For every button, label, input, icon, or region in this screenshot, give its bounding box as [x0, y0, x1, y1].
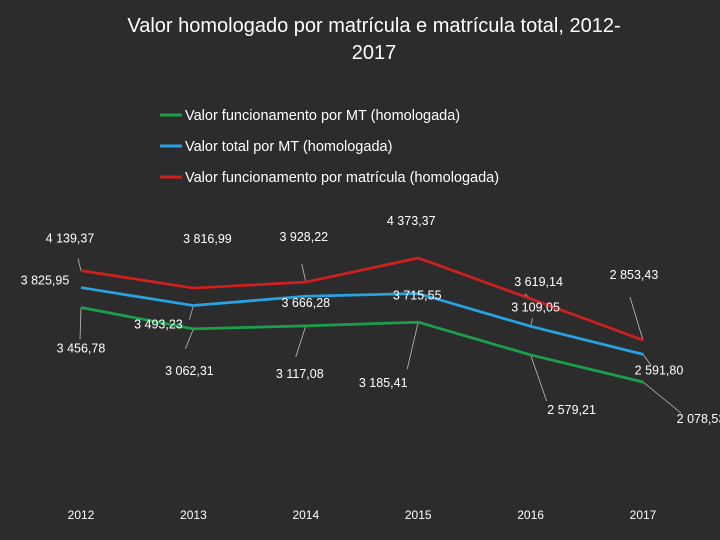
data-label: 2 853,43 — [610, 268, 659, 282]
data-labels: 3 456,78 3 062,31 3 117,08 3 185,41 2 579,21… — [21, 214, 720, 426]
chart-title-line-2: 2017 — [352, 42, 397, 64]
chart-title-line-1: Valor homologado por matrícula e matrícu… — [127, 15, 620, 37]
series-line-3 — [80, 256, 644, 342]
data-label: 3 117,08 — [276, 367, 324, 381]
leader-line — [185, 328, 194, 349]
x-tick-label: 2014 — [292, 508, 319, 522]
series-lines — [80, 256, 644, 384]
data-label: 4 373,37 — [387, 214, 436, 228]
data-label: 3 816,99 — [183, 232, 232, 246]
leader-line — [642, 381, 682, 414]
data-label: 3 109,05 — [511, 300, 560, 314]
x-tick-label: 2015 — [405, 508, 432, 522]
x-tick-label: 2013 — [180, 508, 207, 522]
leader-line — [79, 307, 82, 340]
x-tick-label: 2017 — [630, 508, 657, 522]
data-label: 3 456,78 — [57, 342, 106, 356]
data-label: 3 928,22 — [279, 230, 328, 244]
leader-lines — [77, 258, 682, 414]
series-line-1 — [80, 306, 644, 384]
data-label: 3 825,95 — [21, 274, 70, 288]
leader-line — [189, 305, 194, 320]
leader-line — [301, 263, 307, 283]
data-label: 3 185,41 — [359, 376, 408, 390]
data-label: 2 591,80 — [635, 363, 684, 377]
leader-line — [530, 354, 547, 402]
x-tick-label: 2012 — [68, 508, 95, 522]
data-label: 4 139,37 — [46, 232, 95, 246]
x-axis-ticks: 2012 2013 2014 2015 2016 2017 — [68, 508, 657, 522]
data-label: 3 715,55 — [393, 289, 442, 303]
legend: Valor funcionamento por MT (homologada) V… — [160, 108, 499, 186]
leader-line — [642, 354, 652, 366]
data-label: 3 493,23 — [134, 318, 183, 332]
chart-title: Valor homologado por matrícula e matrícu… — [127, 15, 620, 64]
data-label: 3 619,14 — [514, 275, 563, 289]
data-label: 2 078,53 — [677, 412, 720, 426]
legend-label-2: Valor total por MT (homologada) — [185, 139, 392, 155]
leader-line — [629, 297, 644, 341]
data-label: 3 666,28 — [281, 296, 330, 310]
leader-line — [295, 325, 307, 358]
x-tick-label: 2016 — [517, 508, 544, 522]
data-label: 2 579,21 — [547, 403, 596, 417]
leader-line — [77, 258, 82, 271]
legend-label-1: Valor funcionamento por MT (homologada) — [185, 108, 460, 124]
legend-label-3: Valor funcionamento por matrícula (homol… — [185, 170, 499, 186]
series-line-2 — [80, 286, 644, 356]
data-label: 3 062,31 — [165, 364, 214, 378]
leader-line — [406, 322, 419, 370]
